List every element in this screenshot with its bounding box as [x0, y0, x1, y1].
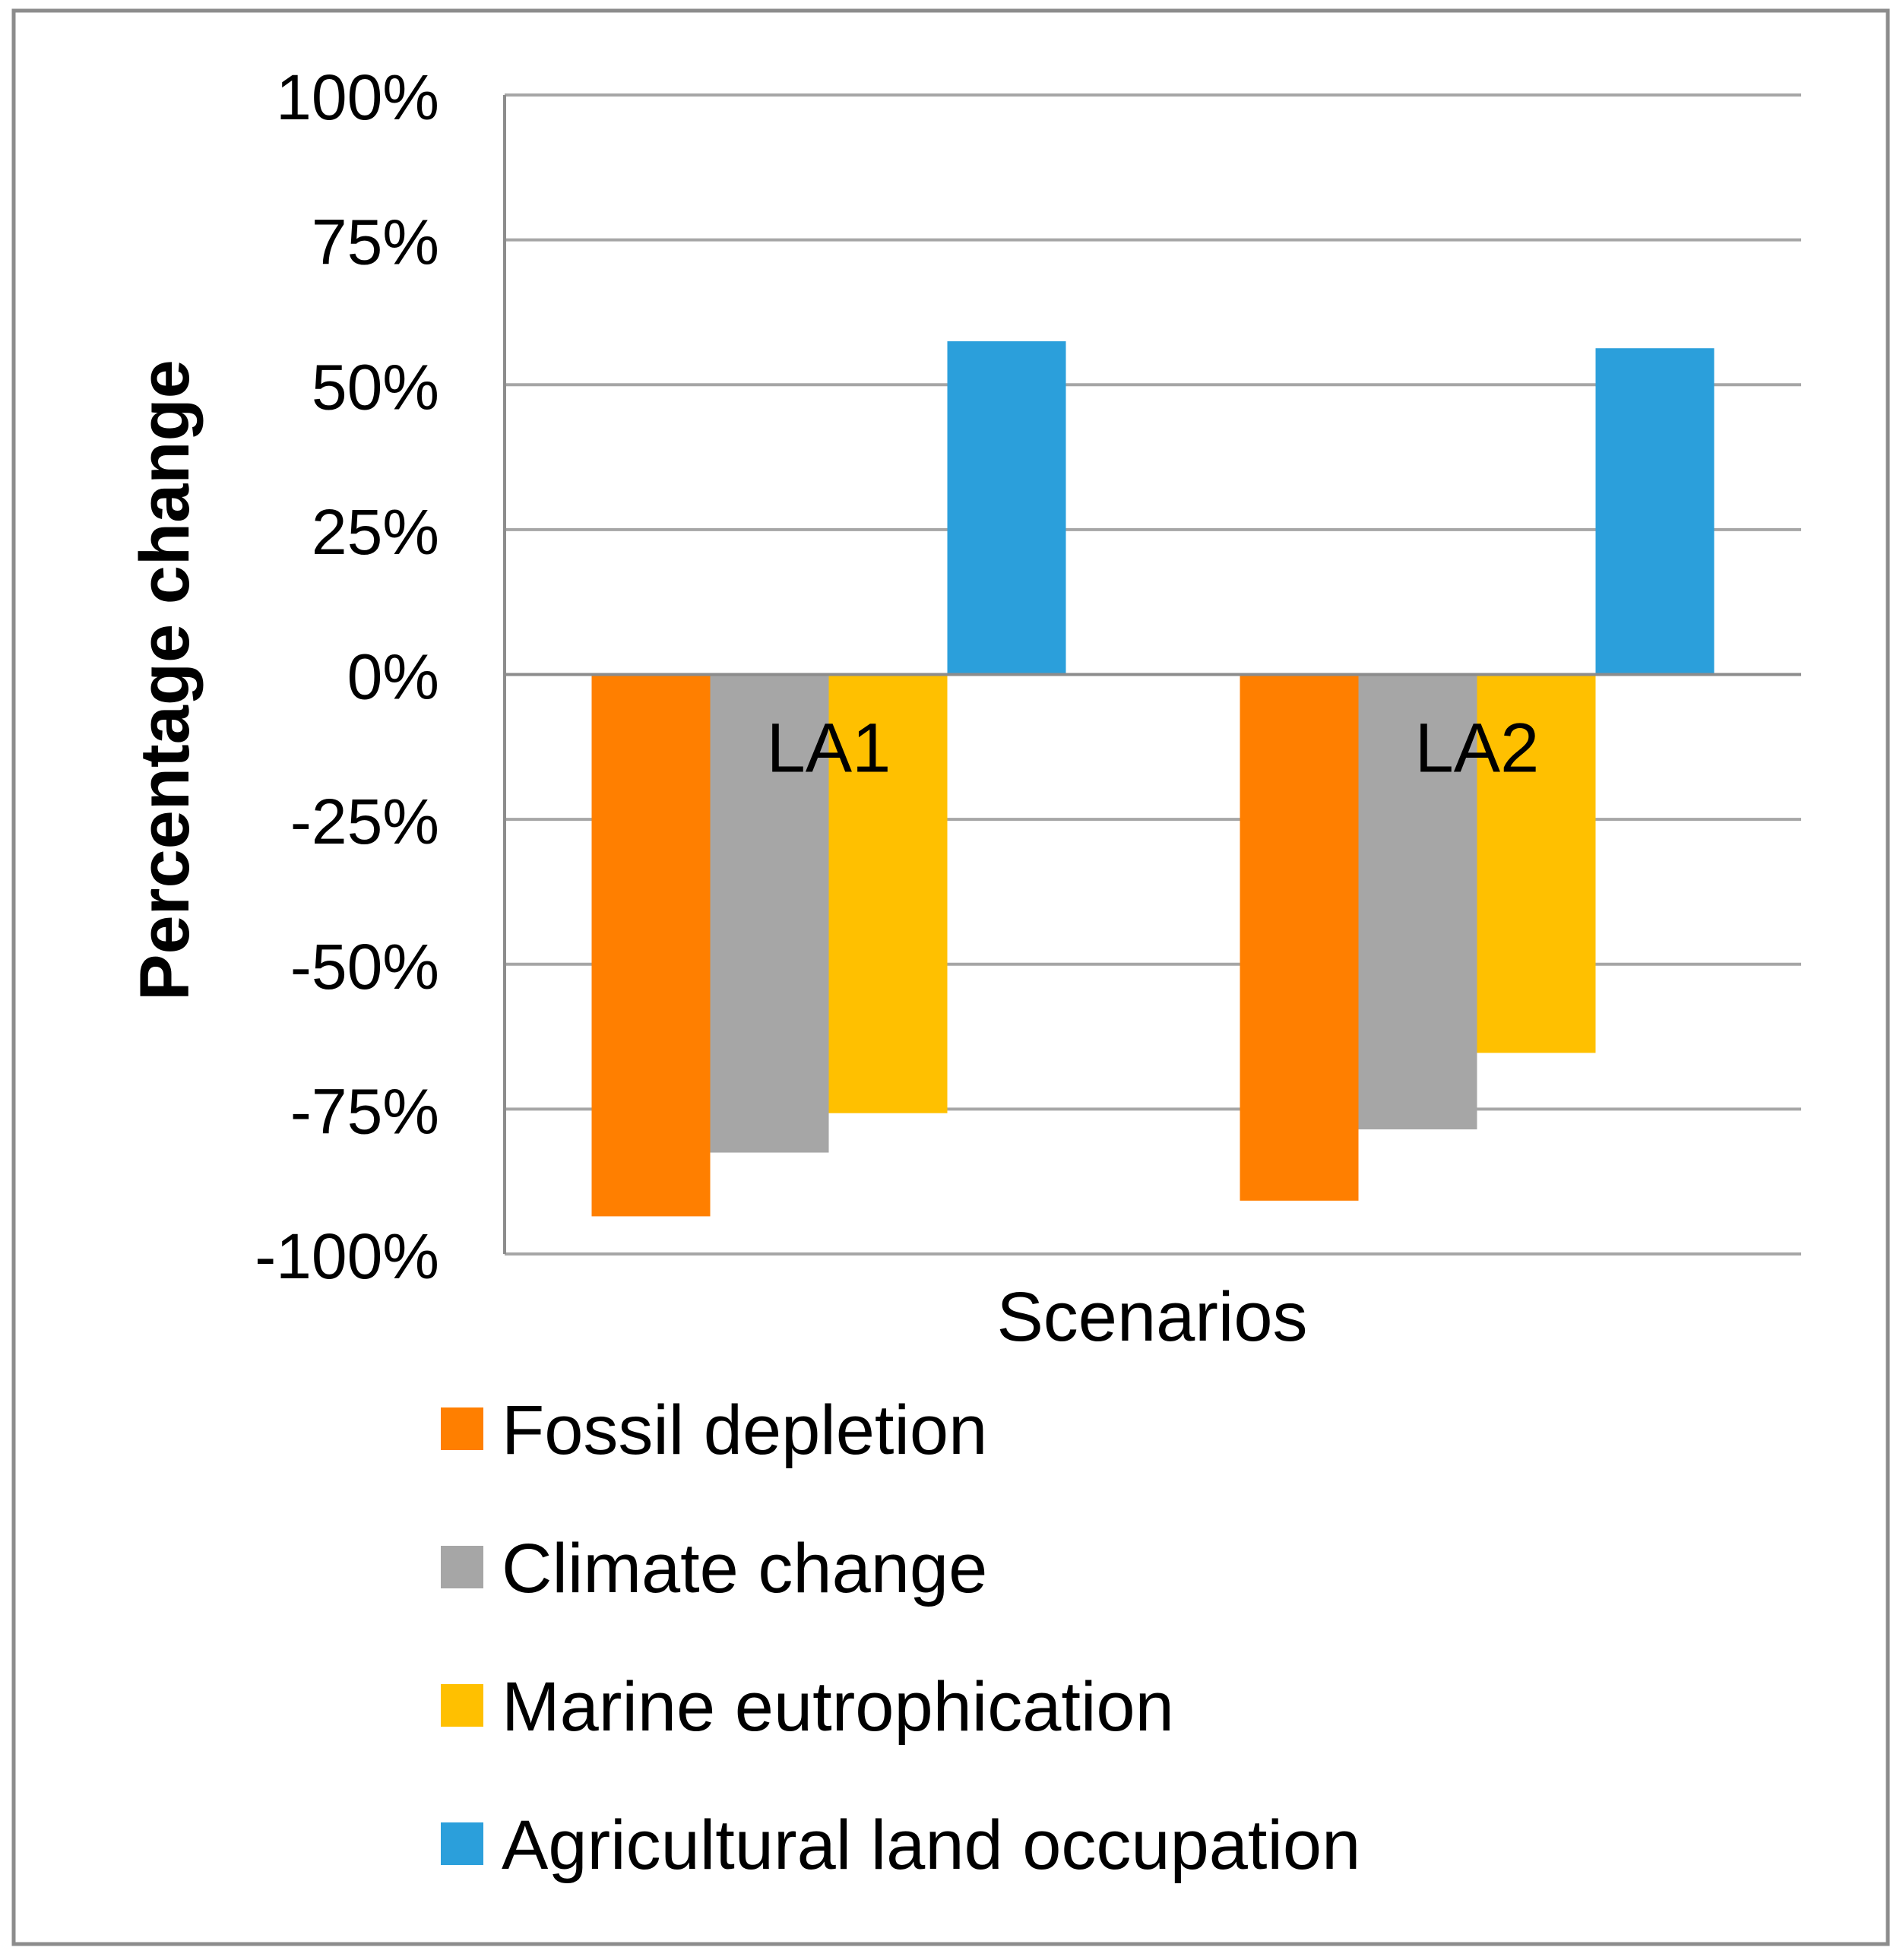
bars [591, 341, 1715, 1217]
y-tick-label: -75% [290, 1075, 439, 1147]
legend-swatch-fossil-depletion [441, 1407, 483, 1450]
y-tick-label: -25% [290, 786, 439, 857]
y-tick-label: 100% [276, 62, 439, 133]
y-tick-labels: 100% 75% 50% 25% 0% -25% -50% -75% -100% [255, 62, 439, 1292]
bar-agricultural-land-occupation-la2 [1595, 348, 1715, 675]
category-labels: LA1 LA2 [767, 710, 1540, 787]
bar-marine-eutrophication-la1 [828, 674, 948, 1113]
y-tick-label: 25% [312, 496, 439, 568]
legend-label: Marine eutrophication [502, 1668, 1174, 1746]
bar-fossil-depletion-la2 [1240, 674, 1359, 1201]
bar-fossil-depletion-la1 [591, 674, 711, 1217]
legend-label: Agricultural land occupation [502, 1806, 1360, 1884]
legend-swatch-climate-change [441, 1546, 483, 1588]
axes [503, 95, 1801, 1254]
legend-swatch-agricultural-land-occupation [441, 1822, 483, 1865]
y-tick-label: -50% [290, 931, 439, 1002]
bar-agricultural-land-occupation-la1 [947, 341, 1066, 675]
category-label-la1: LA1 [767, 710, 891, 787]
x-axis-title: Scenarios [996, 1278, 1307, 1356]
y-tick-label: -100% [255, 1221, 439, 1292]
y-tick-label: 0% [347, 641, 439, 713]
bar-marine-eutrophication-la2 [1477, 674, 1596, 1053]
y-tick-label: 75% [312, 207, 439, 278]
category-label-la2: LA2 [1415, 710, 1540, 787]
legend-label: Climate change [502, 1530, 987, 1607]
legend-swatch-marine-eutrophication [441, 1684, 483, 1727]
legend-label: Fossil depletion [502, 1392, 987, 1469]
bar-climate-change-la2 [1358, 674, 1477, 1130]
y-tick-label: 50% [312, 351, 439, 423]
legend: Fossil depletion Climate change Marine eut… [441, 1392, 1360, 1884]
bar-climate-change-la1 [710, 674, 829, 1153]
y-axis-title: Percentage change [126, 359, 204, 1001]
